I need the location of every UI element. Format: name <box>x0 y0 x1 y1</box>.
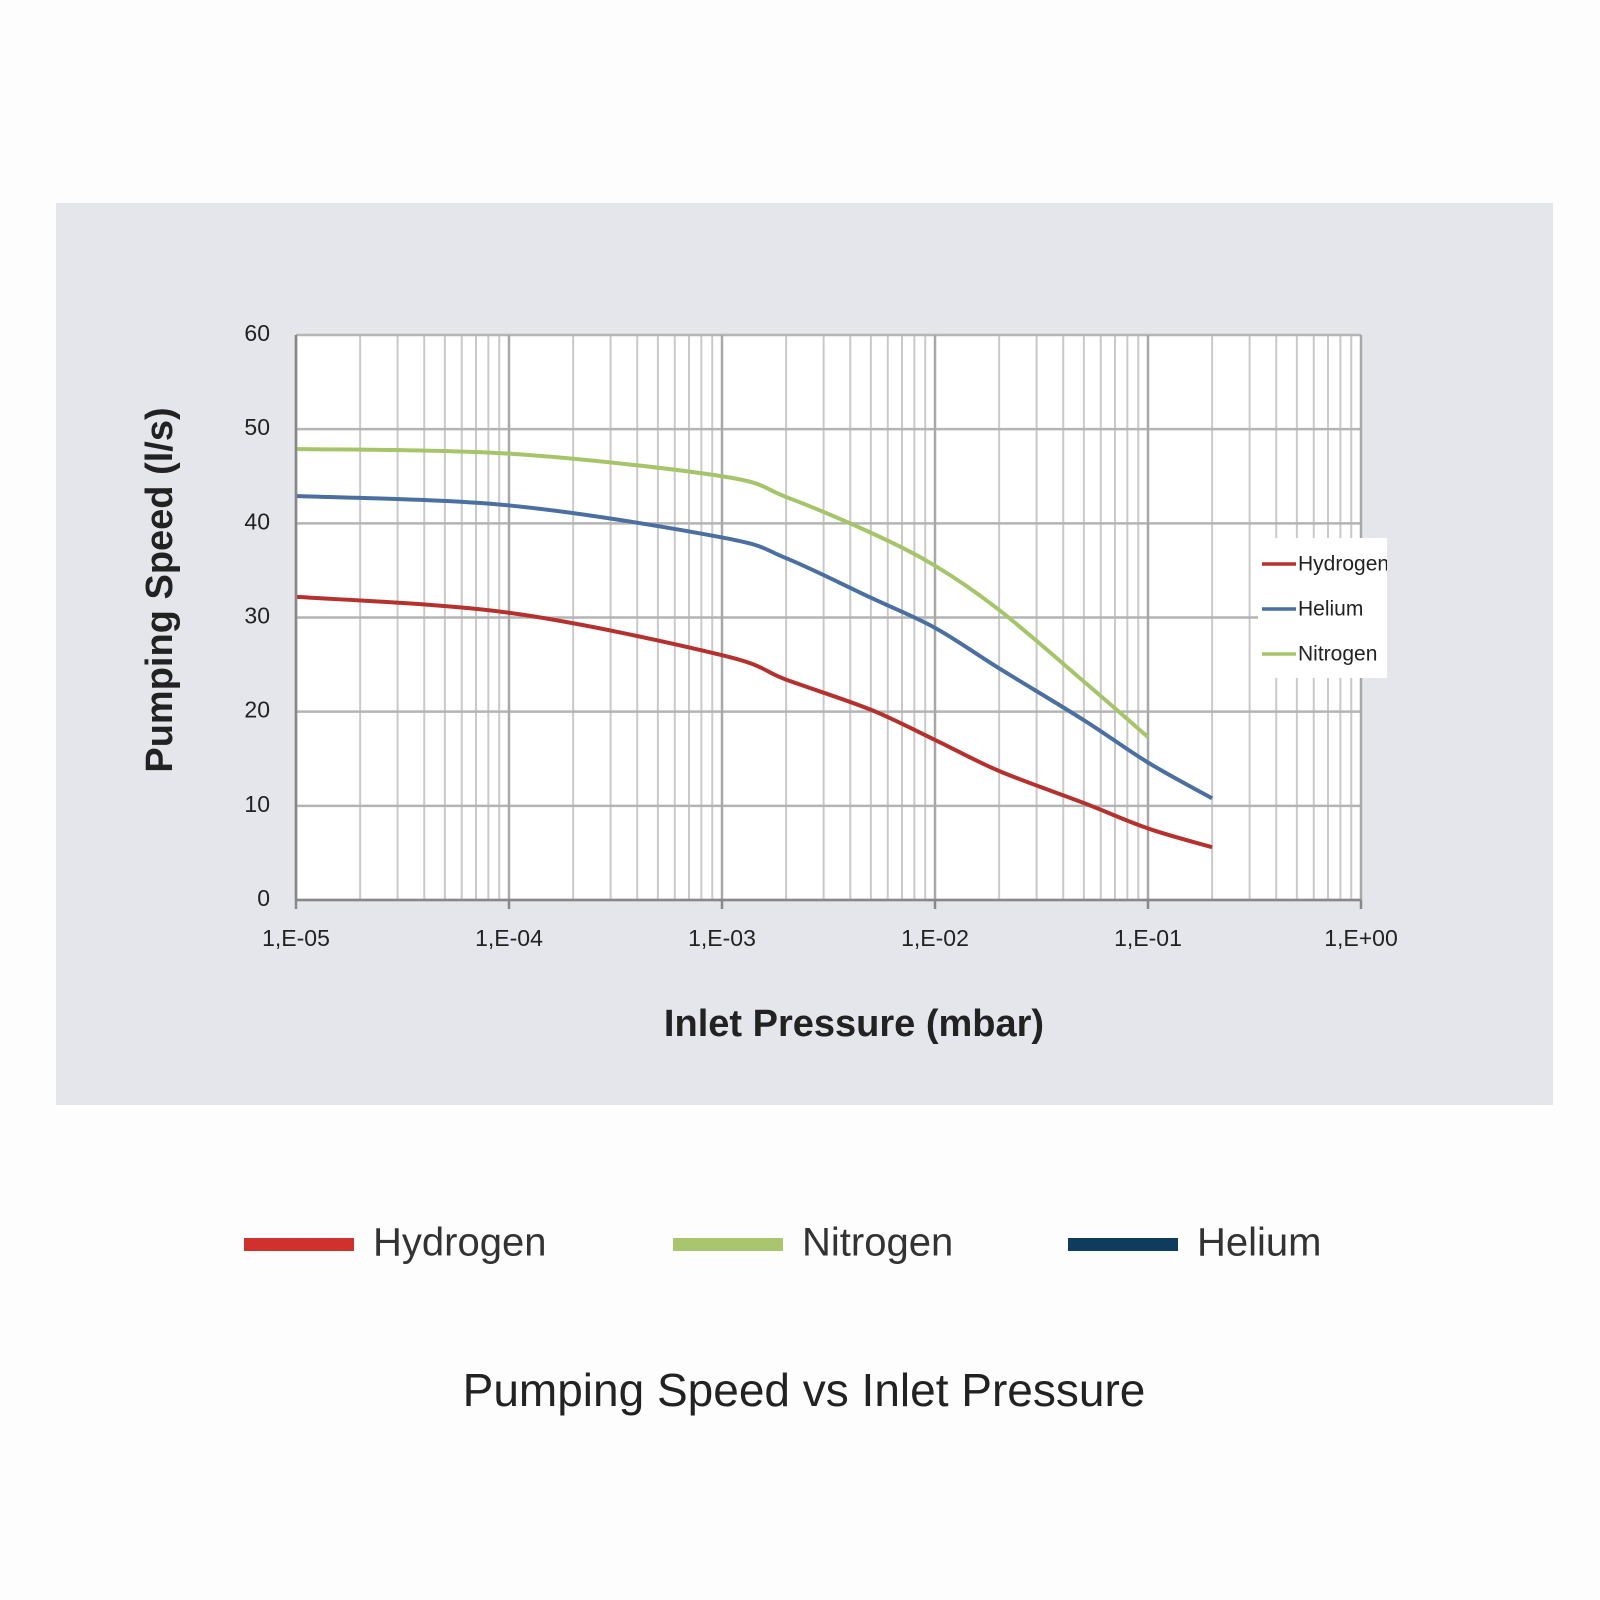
x-tick-label: 1,E-01 <box>1114 925 1182 951</box>
y-tick-label: 40 <box>244 508 270 534</box>
caption: Pumping Speed vs Inlet Pressure <box>463 1364 1146 1416</box>
x-tick-label: 1,E-05 <box>262 925 330 951</box>
legend-label: Helium <box>1298 598 1363 621</box>
key-swatch <box>673 1238 783 1251</box>
axes: 0 10 20 30 40 50 60 1,E-05 1,E-04 1,E-03 1,E-02 1,E… <box>244 320 1397 951</box>
x-tick-label: 1,E-04 <box>475 925 543 951</box>
legend: Hydrogen Helium Nitrogen <box>1258 538 1389 678</box>
series-line <box>295 446 1150 739</box>
key-swatch <box>1068 1238 1178 1251</box>
series-line <box>295 594 1213 850</box>
y-tick-label: 50 <box>244 414 270 440</box>
y-tick-label: 10 <box>244 791 270 817</box>
y-tick-label: 30 <box>244 603 270 629</box>
key: Hydrogen Nitrogen Helium <box>244 1221 1321 1265</box>
y-tick-label: 60 <box>244 320 270 346</box>
lines <box>295 446 1214 850</box>
legend-label: Nitrogen <box>1298 643 1377 666</box>
x-tick-label: 1,E-03 <box>688 925 756 951</box>
key-label: Nitrogen <box>802 1221 953 1265</box>
y-tick-label: 0 <box>257 885 270 911</box>
key-label: Helium <box>1197 1221 1321 1265</box>
key-swatch <box>244 1238 354 1251</box>
legend-label: Hydrogen <box>1298 553 1389 576</box>
y-tick-label: 20 <box>244 697 270 723</box>
key-label: Hydrogen <box>373 1221 546 1265</box>
x-tick-label: 1,E-02 <box>901 925 969 951</box>
x-axis-title: Inlet Pressure (mbar) <box>664 1003 1044 1045</box>
y-axis-title: Pumping Speed (l/s) <box>139 407 181 772</box>
series-line <box>295 494 1214 801</box>
x-tick-label: 1,E+00 <box>1324 925 1398 951</box>
